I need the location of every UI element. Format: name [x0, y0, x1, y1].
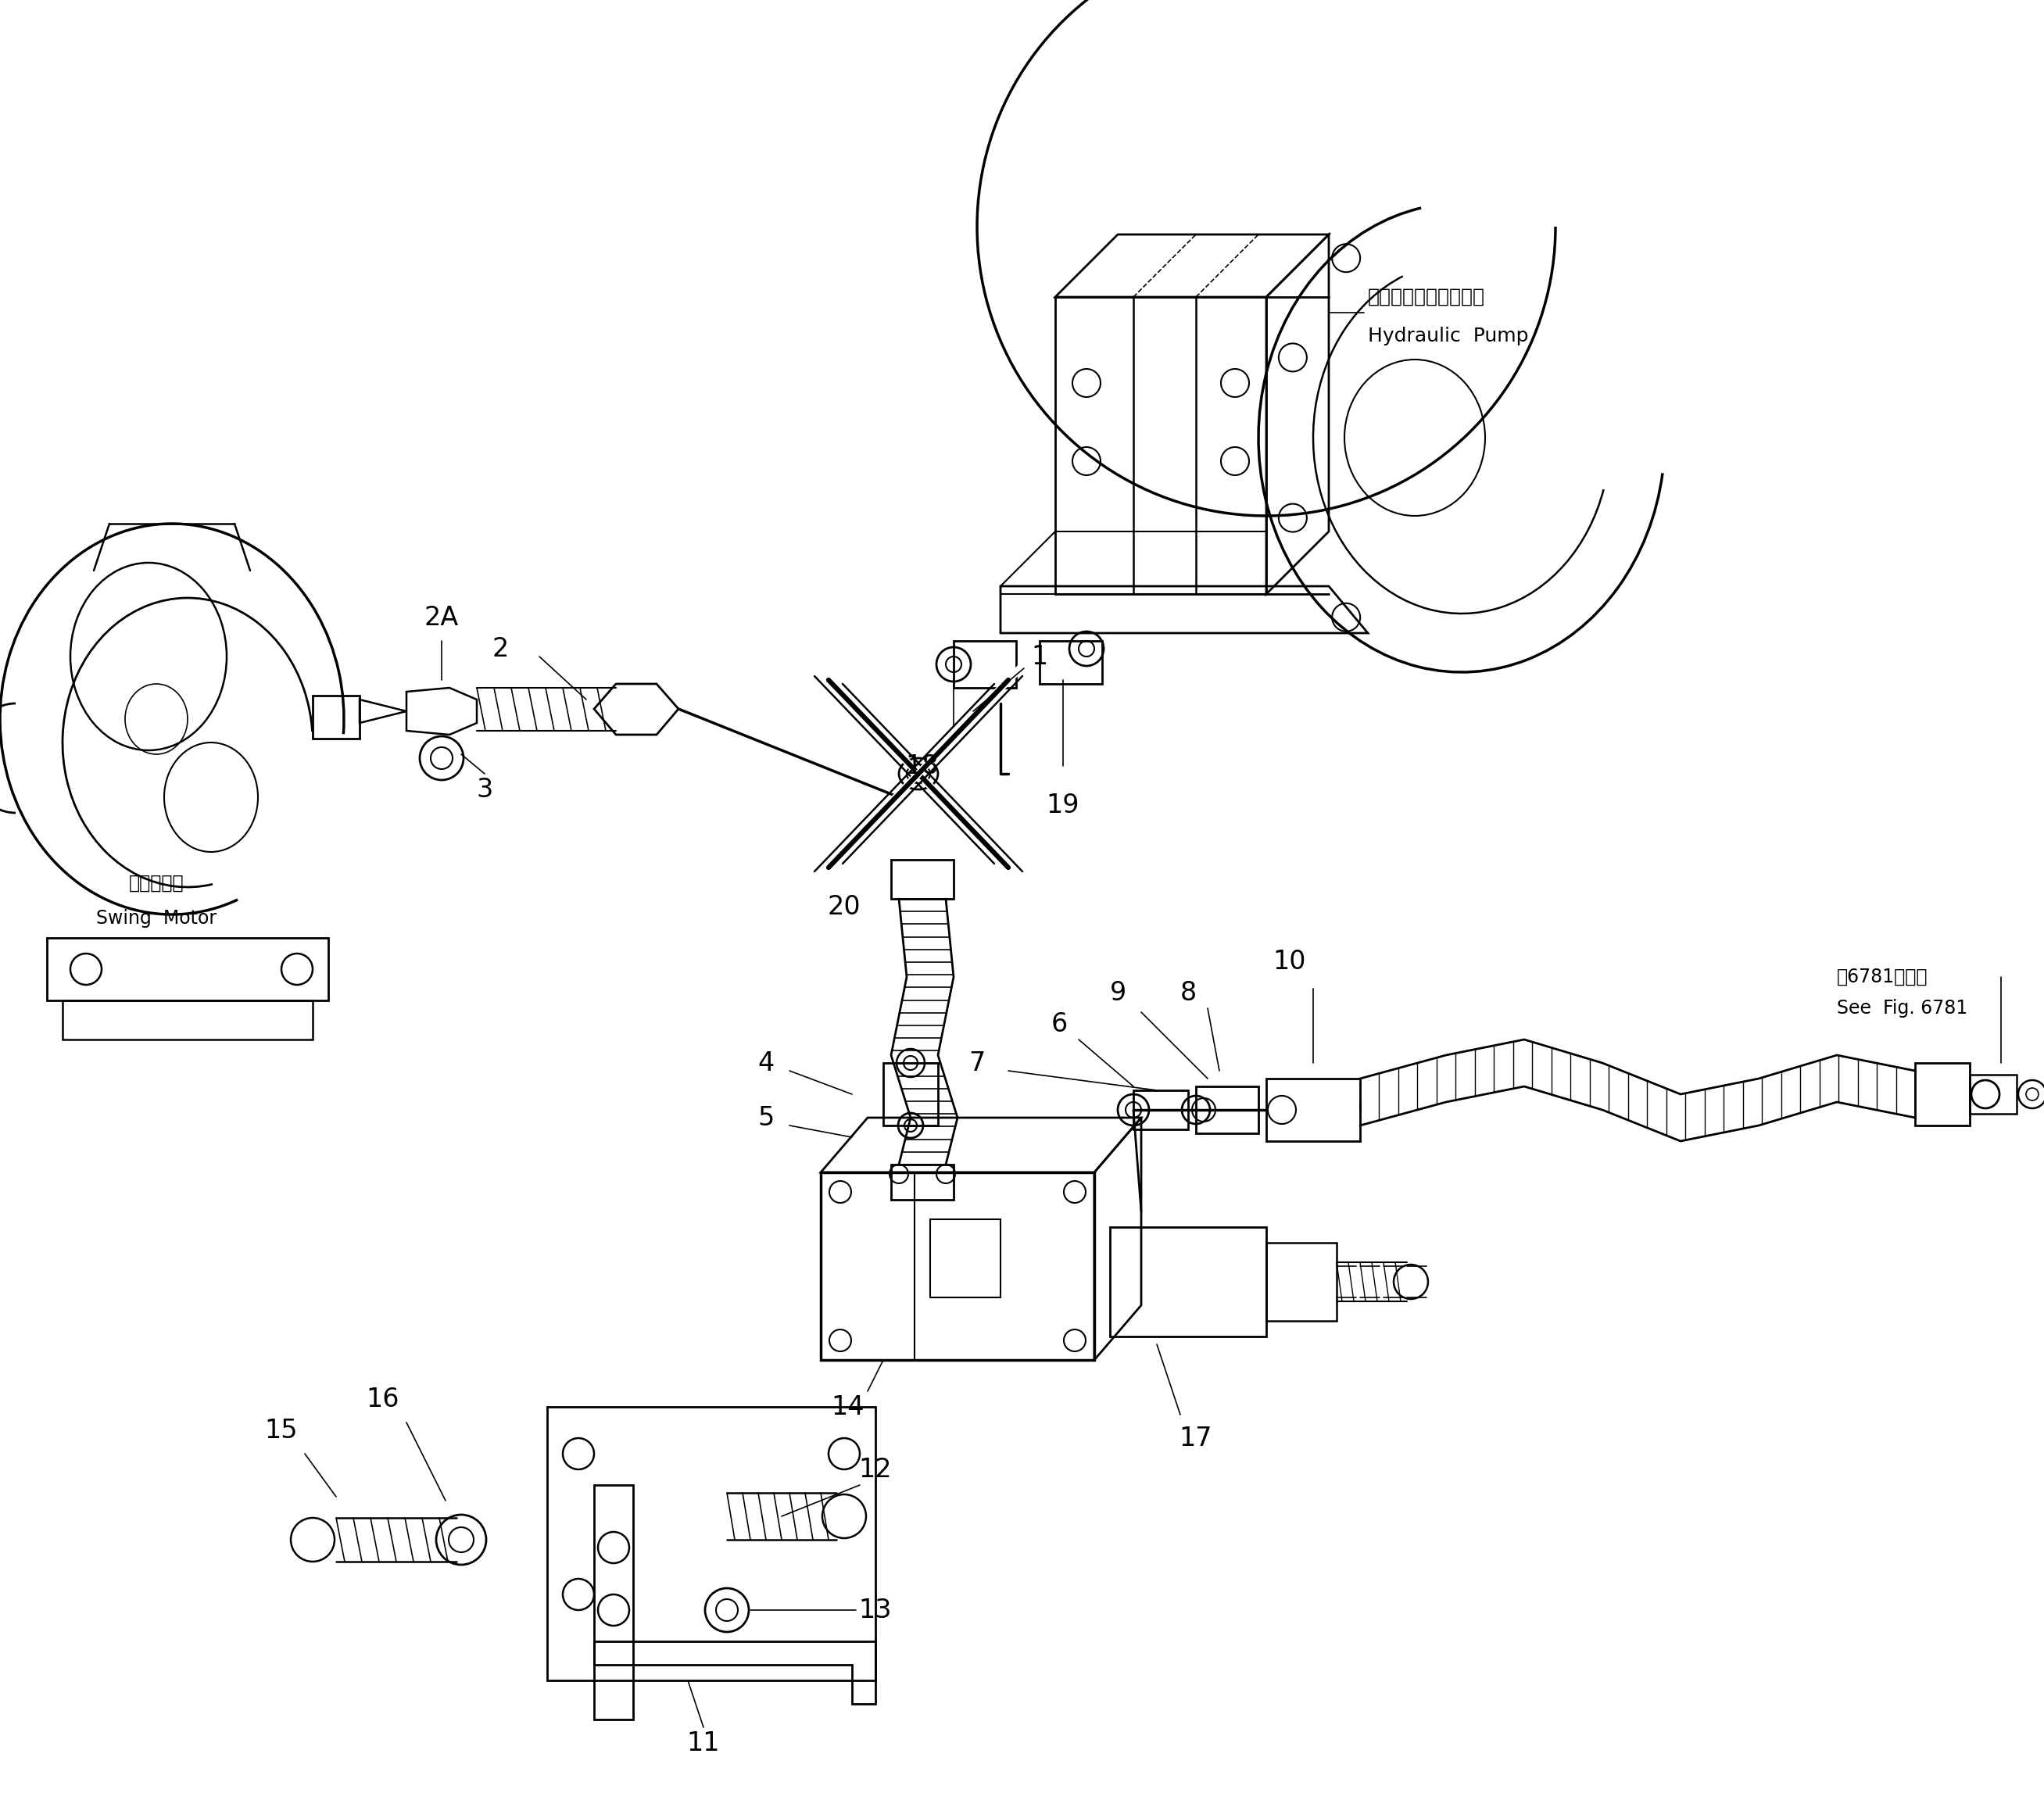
Text: 2A: 2A — [425, 605, 460, 630]
Bar — [595, 1485, 634, 1719]
Text: 15: 15 — [266, 1417, 298, 1444]
Bar — [1970, 1075, 2017, 1114]
Text: 4: 4 — [758, 1049, 775, 1076]
Text: 9: 9 — [1110, 979, 1126, 1006]
Text: 8: 8 — [1179, 979, 1196, 1006]
Text: 12: 12 — [858, 1456, 891, 1481]
Text: 18: 18 — [905, 752, 938, 779]
Text: 2: 2 — [493, 635, 509, 662]
Text: 7: 7 — [969, 1049, 985, 1076]
Bar — [1040, 641, 1102, 684]
Text: 3: 3 — [476, 776, 493, 803]
Bar — [1267, 1242, 1337, 1321]
Bar — [1110, 1228, 1267, 1337]
Bar — [1267, 1078, 1359, 1141]
Text: Swing  Motor: Swing Motor — [96, 909, 217, 927]
Ellipse shape — [899, 758, 938, 790]
Text: 17: 17 — [1179, 1426, 1212, 1451]
Text: 5: 5 — [758, 1105, 775, 1130]
Bar — [930, 1219, 1000, 1298]
Bar — [1132, 1091, 1188, 1129]
Text: 6: 6 — [1051, 1012, 1067, 1037]
Bar — [313, 695, 360, 738]
Text: 1: 1 — [1032, 644, 1049, 670]
Bar — [822, 1172, 1094, 1361]
Text: 第6781図参照: 第6781図参照 — [1838, 968, 1927, 986]
Text: 11: 11 — [687, 1730, 719, 1755]
Bar — [955, 641, 1016, 688]
Text: 10: 10 — [1273, 949, 1306, 974]
Bar — [1915, 1064, 1970, 1125]
Bar — [548, 1408, 875, 1681]
Text: 19: 19 — [1047, 792, 1079, 817]
Text: See  Fig. 6781: See Fig. 6781 — [1838, 999, 1968, 1017]
Bar — [1196, 1087, 1259, 1134]
Bar — [891, 1165, 955, 1201]
Text: 20: 20 — [828, 895, 861, 920]
Bar — [891, 860, 955, 898]
Text: ハイドロリックポンプ: ハイドロリックポンプ — [1367, 288, 1486, 306]
Bar — [63, 1001, 313, 1040]
Text: Hydraulic  Pump: Hydraulic Pump — [1367, 328, 1529, 346]
Text: 13: 13 — [858, 1597, 891, 1624]
Ellipse shape — [908, 765, 930, 783]
Text: 16: 16 — [366, 1386, 401, 1411]
Bar — [883, 1064, 938, 1125]
Text: 旋回モータ: 旋回モータ — [129, 873, 184, 893]
Text: 14: 14 — [832, 1393, 865, 1420]
